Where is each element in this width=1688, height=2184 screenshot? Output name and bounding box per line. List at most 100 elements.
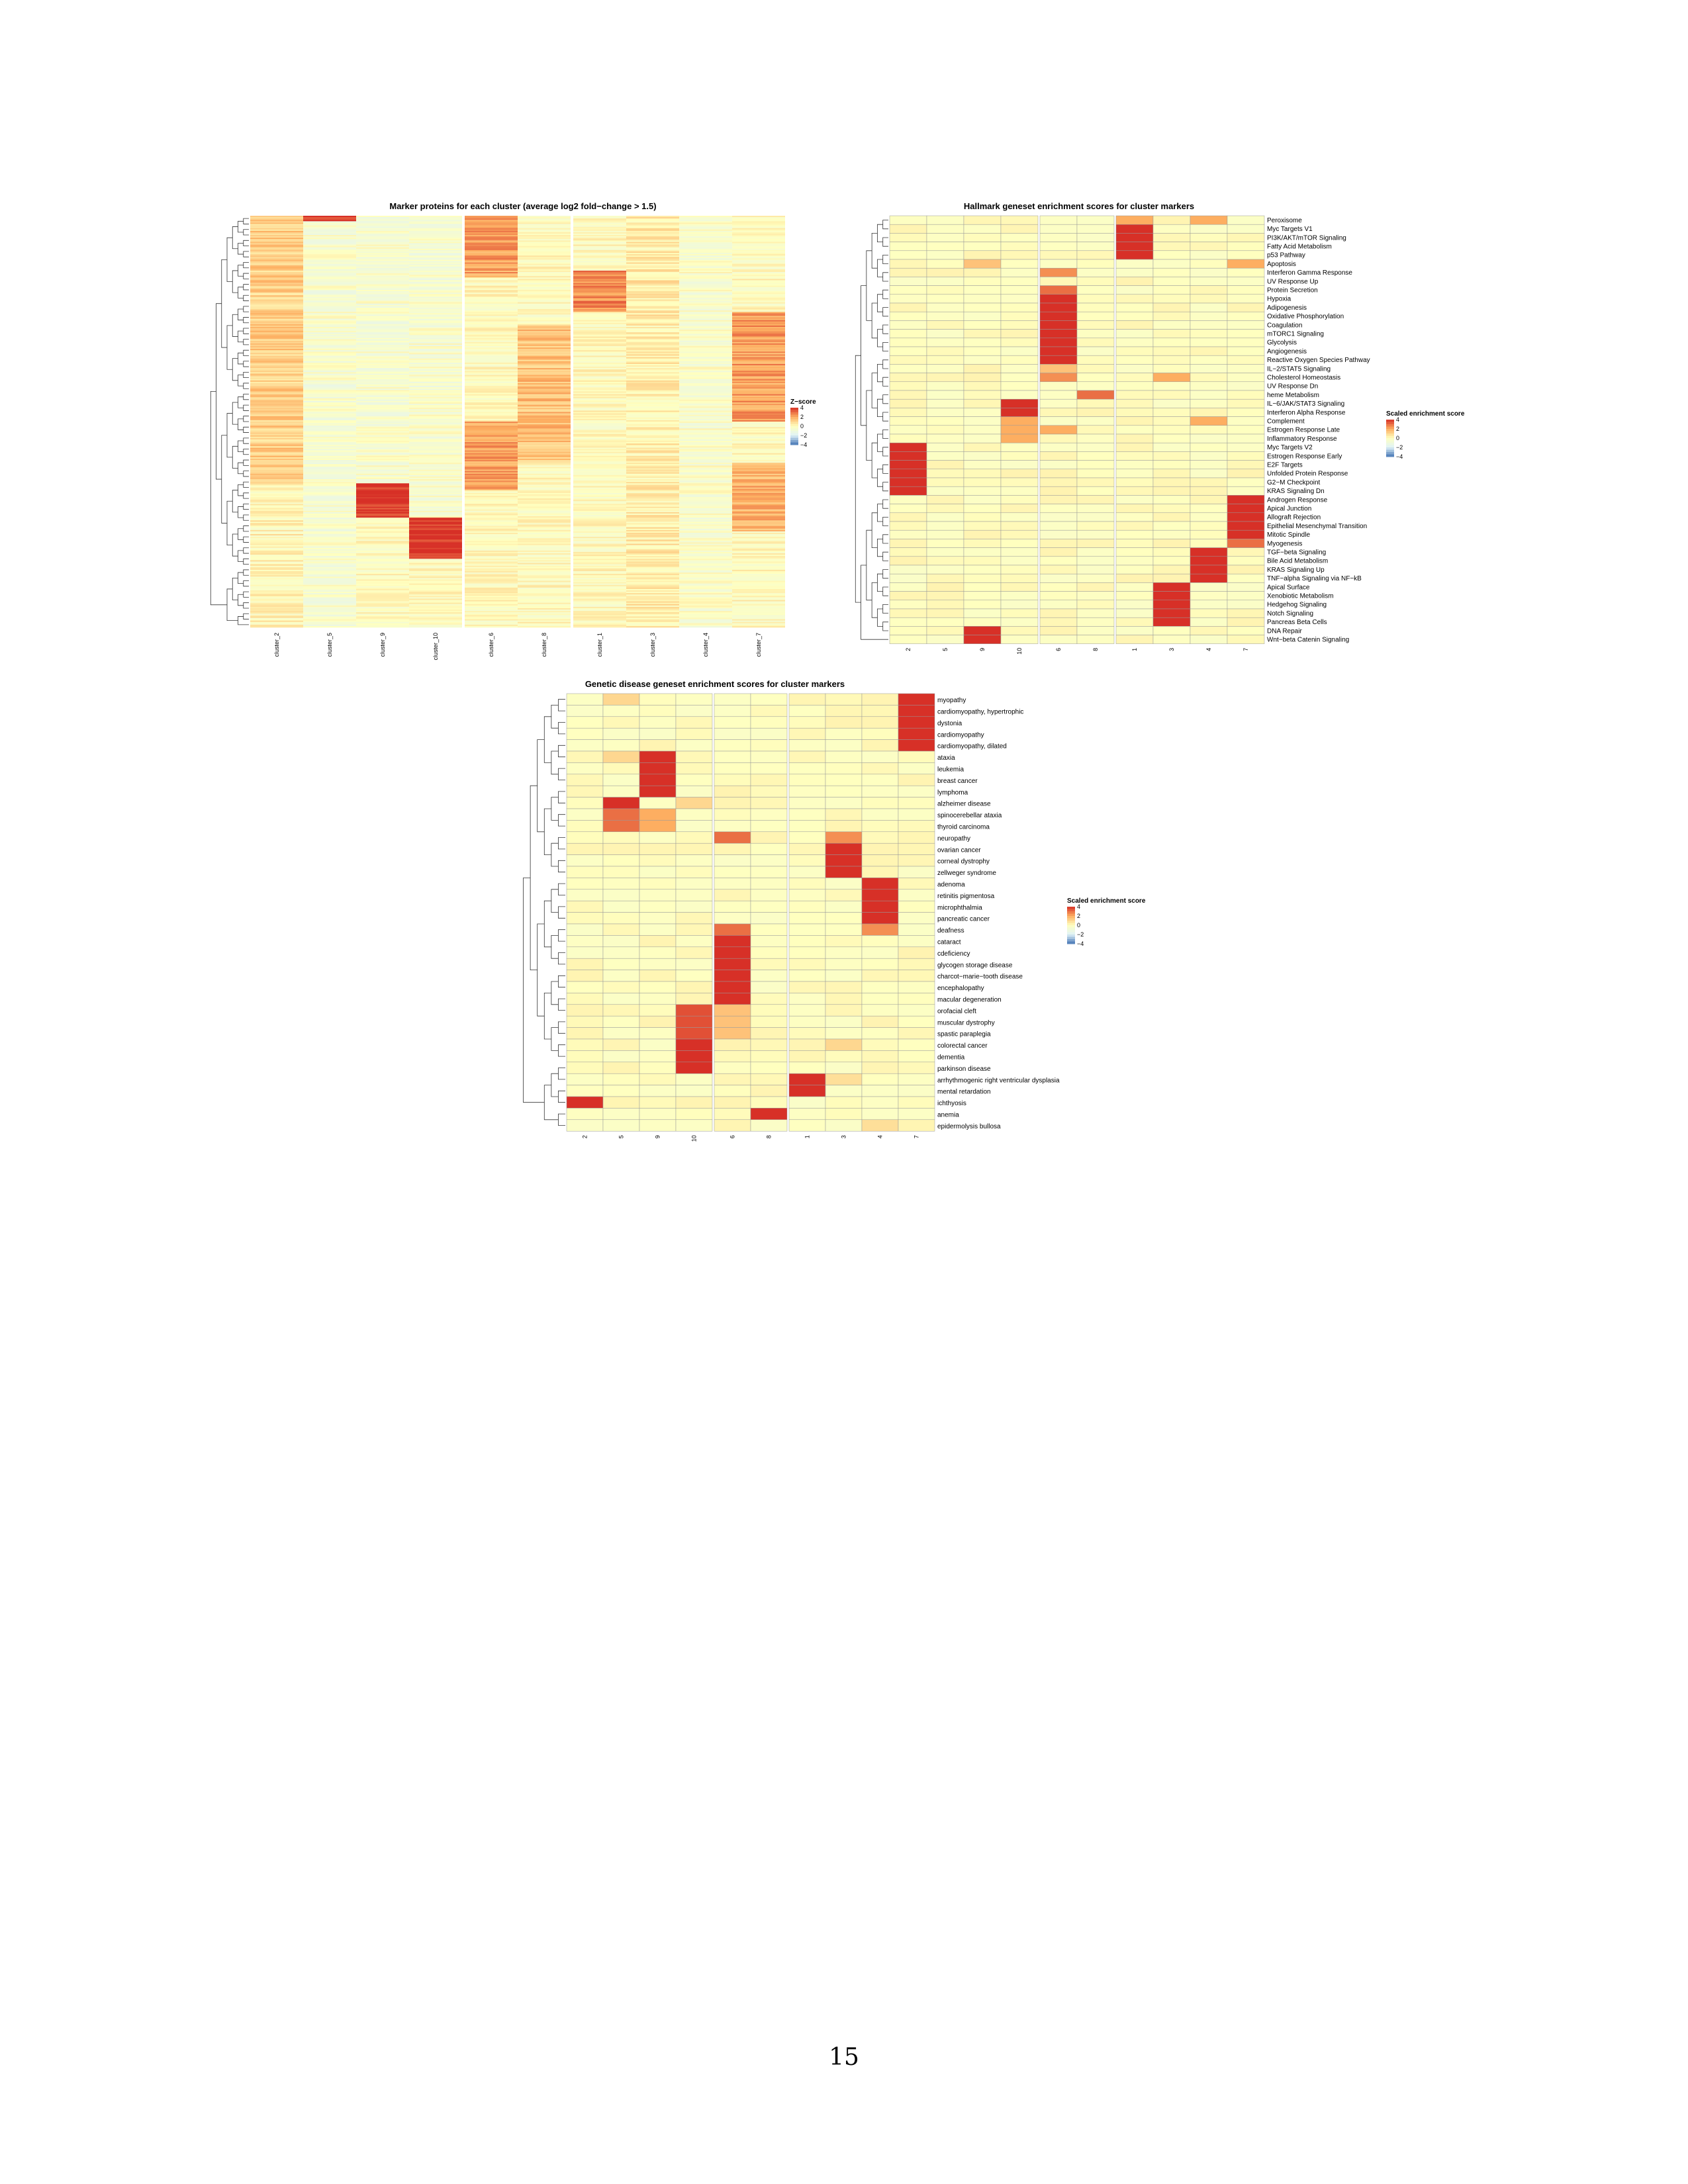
heatmap-cell	[303, 570, 356, 573]
heatmap-cell	[356, 343, 409, 345]
heatmap-cell	[303, 612, 356, 614]
heatmap-cell	[303, 500, 356, 502]
heatmap-cell	[675, 797, 713, 809]
heatmap-cell	[963, 277, 1002, 286]
heatmap-cell	[732, 404, 785, 406]
heatmap-cell	[356, 246, 409, 248]
row-dendrogram	[882, 464, 888, 474]
heatmap-cell	[679, 349, 732, 351]
heatmap-cell	[1076, 302, 1115, 312]
heatmap-cell	[732, 258, 785, 260]
heatmap-cell	[409, 406, 462, 408]
heatmap-cell	[898, 1119, 935, 1132]
heatmap-cell	[356, 296, 409, 298]
legend-title: Scaled enrichment score	[1067, 897, 1146, 905]
heatmap-cell	[926, 608, 964, 618]
row-label: Glycolysis	[1267, 340, 1297, 347]
heatmap-cell	[303, 368, 356, 370]
heatmap-cell	[861, 1096, 899, 1109]
heatmap-cell	[573, 218, 626, 220]
heatmap-cell	[679, 546, 732, 549]
heatmap-cell	[1000, 233, 1039, 242]
heatmap-cell	[732, 576, 785, 578]
heatmap-cell	[1190, 635, 1228, 645]
heatmap-cell	[963, 600, 1002, 610]
heatmap-cell	[626, 347, 679, 349]
heatmap-cell	[356, 310, 409, 312]
heatmap-cell	[518, 563, 571, 565]
heatmap-cell	[898, 1062, 935, 1074]
heatmap-cell	[573, 519, 626, 521]
heatmap-cell	[356, 417, 409, 420]
heatmap-cell	[518, 404, 571, 406]
heatmap-cell	[732, 324, 785, 326]
heatmap-cell	[250, 528, 303, 531]
heatmap-cell	[465, 559, 518, 561]
heatmap-cell	[303, 313, 356, 315]
heatmap-cell	[573, 616, 626, 618]
heatmap-cell	[679, 387, 732, 389]
heatmap-cell	[303, 432, 356, 434]
heatmap-cell	[626, 623, 679, 625]
heatmap-cell	[732, 537, 785, 539]
heatmap-cell	[1152, 277, 1191, 286]
heatmap-cell	[825, 693, 863, 705]
heatmap-cell	[356, 355, 409, 357]
heatmap-cell	[250, 261, 303, 263]
legend-swatch	[1067, 934, 1075, 937]
heatmap-cell	[626, 239, 679, 241]
heatmap-cell	[679, 300, 732, 302]
heatmap-cell	[518, 251, 571, 253]
row-dendrogram	[221, 259, 227, 348]
heatmap-cell	[465, 454, 518, 457]
heatmap-cell	[409, 508, 462, 510]
heatmap-cell	[1039, 529, 1078, 539]
heatmap-cell	[356, 244, 409, 246]
heatmap-cell	[409, 519, 462, 521]
heatmap-cell	[1000, 224, 1039, 234]
heatmap-cell	[356, 432, 409, 434]
heatmap-cell	[409, 605, 462, 608]
heatmap-cell	[518, 510, 571, 513]
heatmap-cell	[518, 306, 571, 308]
heatmap-cell	[303, 565, 356, 568]
heatmap-cell	[1190, 547, 1228, 557]
heatmap-cell	[250, 283, 303, 285]
heatmap-cell	[250, 317, 303, 319]
heatmap-cell	[250, 225, 303, 227]
heatmap-cell	[889, 398, 927, 408]
heatmap-cell	[679, 446, 732, 448]
heatmap-cell	[250, 318, 303, 320]
heatmap-cell	[409, 224, 462, 226]
heatmap-cell	[518, 392, 571, 394]
heatmap-cell	[303, 265, 356, 267]
heatmap-cell	[626, 246, 679, 248]
heatmap-cell	[573, 478, 626, 480]
heatmap-cell	[732, 410, 785, 412]
heatmap-cell	[573, 553, 626, 555]
heatmap-cell	[465, 468, 518, 470]
row-dendrogram	[882, 569, 888, 579]
heatmap-cell	[732, 418, 785, 421]
heatmap-cell	[573, 412, 626, 414]
heatmap-cell	[303, 519, 356, 521]
heatmap-cell	[409, 433, 462, 436]
heatmap-cell	[573, 537, 626, 539]
heatmap-cell	[1000, 277, 1039, 286]
heatmap-cell	[518, 495, 571, 498]
heatmap-cell	[679, 386, 732, 388]
heatmap-cell	[679, 464, 732, 466]
heatmap-cell	[732, 248, 785, 251]
heatmap-cell	[679, 273, 732, 275]
heatmap-cell	[250, 308, 303, 311]
heatmap-cell	[626, 621, 679, 624]
row-label: neuropathy	[937, 835, 970, 842]
heatmap-cell	[250, 252, 303, 255]
heatmap-cell	[566, 762, 604, 775]
heatmap-cell	[303, 324, 356, 326]
heatmap-cell	[898, 1004, 935, 1017]
heatmap-cell	[409, 404, 462, 406]
heatmap-cell	[573, 325, 626, 328]
heatmap-cell	[566, 981, 604, 993]
